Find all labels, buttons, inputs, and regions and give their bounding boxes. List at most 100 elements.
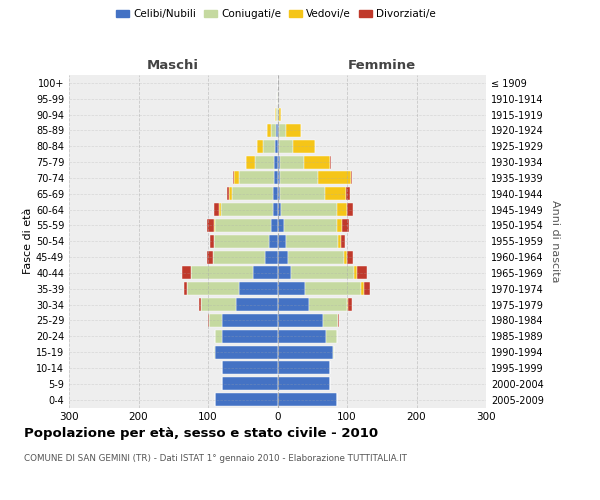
Bar (272, 203, 277, 216)
Text: Maschi: Maschi (147, 60, 199, 72)
Bar (280, 172, 318, 184)
Bar (219, 203, 221, 216)
Bar (286, 235, 338, 248)
Bar (222, 362, 277, 374)
Bar (276, 124, 277, 137)
Bar (215, 330, 222, 342)
Bar (208, 314, 209, 327)
Bar (274, 188, 277, 200)
Bar (318, 172, 351, 184)
Bar (274, 172, 277, 184)
Text: Femmine: Femmine (347, 60, 416, 72)
Bar (182, 266, 191, 280)
Bar (344, 250, 347, 264)
Bar (277, 250, 288, 264)
Bar (277, 314, 323, 327)
Bar (213, 250, 265, 264)
Bar (191, 266, 253, 280)
Bar (277, 330, 326, 342)
Bar (361, 282, 364, 295)
Bar (277, 282, 305, 295)
Bar (349, 298, 352, 311)
Bar (236, 298, 277, 311)
Bar (208, 250, 213, 264)
Bar (277, 140, 279, 152)
Bar (254, 156, 274, 168)
Bar (275, 108, 276, 121)
Bar (279, 140, 293, 152)
Bar (305, 282, 361, 295)
Bar (342, 219, 349, 232)
Bar (281, 203, 337, 216)
Bar (215, 393, 277, 406)
Bar (214, 203, 219, 216)
Bar (199, 298, 201, 311)
Bar (347, 250, 353, 264)
Bar (253, 266, 277, 280)
Bar (279, 124, 286, 137)
Bar (276, 108, 277, 121)
Bar (222, 314, 277, 327)
Bar (215, 219, 271, 232)
Bar (288, 250, 344, 264)
Bar (239, 172, 274, 184)
Bar (246, 156, 254, 168)
Bar (364, 282, 370, 295)
Bar (284, 219, 337, 232)
Bar (292, 266, 354, 280)
Bar (227, 188, 229, 200)
Bar (354, 266, 358, 280)
Bar (269, 235, 277, 248)
Legend: Celibi/Nubili, Coniugati/e, Vedovi/e, Divorziati/e: Celibi/Nubili, Coniugati/e, Vedovi/e, Di… (112, 5, 440, 24)
Bar (341, 235, 345, 248)
Bar (347, 298, 349, 311)
Bar (326, 330, 337, 342)
Bar (233, 172, 234, 184)
Bar (325, 188, 346, 200)
Bar (214, 235, 269, 248)
Bar (333, 346, 334, 358)
Bar (277, 362, 329, 374)
Text: COMUNE DI SAN GEMINI (TR) - Dati ISTAT 1° gennaio 2010 - Elaborazione TUTTITALIA: COMUNE DI SAN GEMINI (TR) - Dati ISTAT 1… (24, 454, 407, 463)
Bar (338, 235, 341, 248)
Bar (277, 298, 309, 311)
Bar (214, 219, 215, 232)
Bar (208, 219, 214, 232)
Bar (215, 346, 277, 358)
Bar (277, 346, 333, 358)
Bar (277, 92, 278, 105)
Bar (277, 219, 284, 232)
Bar (277, 266, 292, 280)
Bar (257, 140, 263, 152)
Bar (184, 282, 187, 295)
Bar (209, 314, 222, 327)
Bar (309, 298, 347, 311)
Bar (338, 314, 340, 327)
Bar (277, 393, 337, 406)
Bar (274, 156, 277, 168)
Bar (187, 282, 239, 295)
Text: Popolazione per età, sesso e stato civile - 2010: Popolazione per età, sesso e stato civil… (24, 428, 378, 440)
Bar (337, 203, 347, 216)
Bar (337, 219, 342, 232)
Bar (358, 266, 367, 280)
Bar (222, 378, 277, 390)
Bar (265, 250, 277, 264)
Bar (222, 330, 277, 342)
Bar (271, 219, 277, 232)
Y-axis label: Anni di nascita: Anni di nascita (550, 200, 560, 282)
Bar (277, 124, 279, 137)
Bar (346, 188, 350, 200)
Bar (277, 108, 279, 121)
Bar (347, 203, 353, 216)
Bar (277, 156, 280, 168)
Bar (263, 140, 275, 152)
Bar (234, 172, 239, 184)
Bar (286, 124, 301, 137)
Bar (239, 282, 277, 295)
Bar (280, 156, 304, 168)
Bar (214, 346, 215, 358)
Bar (277, 378, 329, 390)
Bar (229, 188, 232, 200)
Bar (277, 235, 286, 248)
